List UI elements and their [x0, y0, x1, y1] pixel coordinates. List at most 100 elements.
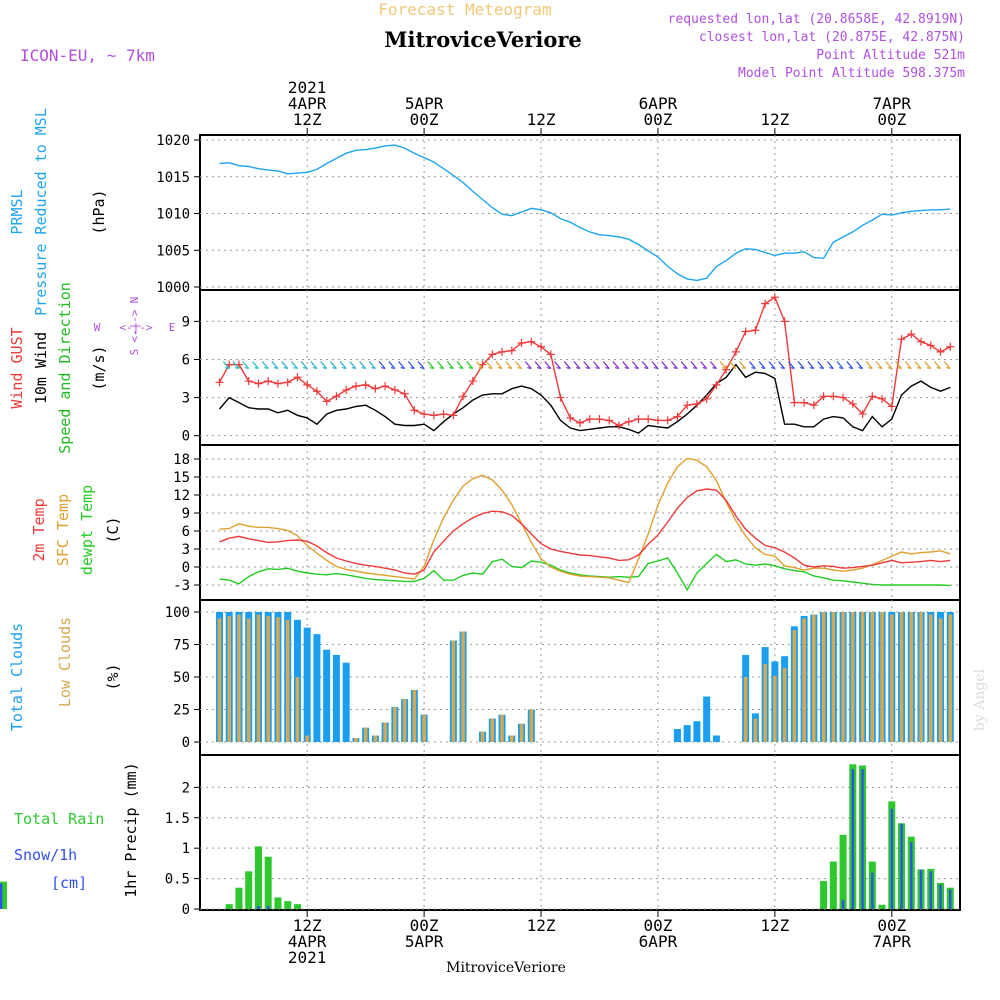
- wind-direction-arrow: [349, 361, 357, 370]
- wind-direction-arrow: [797, 361, 805, 370]
- gust-marker: [897, 335, 906, 344]
- model-label: ICON-EU, ~ 7km: [20, 46, 155, 65]
- gust-marker: [907, 330, 916, 339]
- y-tick-label: -3: [173, 578, 190, 594]
- snow-bar: [949, 889, 952, 909]
- low-cloud-bar: [821, 612, 826, 742]
- gust-marker: [312, 387, 321, 396]
- bottom-time-label: 12Z: [760, 916, 789, 935]
- wind-direction-arrow: [758, 361, 766, 370]
- top-time-label: 5APR: [405, 94, 444, 113]
- wind-direction-arrow: [612, 361, 620, 370]
- sfc-temp-line: [219, 457, 951, 584]
- gust-marker: [624, 417, 633, 426]
- snow-bar: [0, 883, 3, 909]
- low-cloud-bar: [276, 617, 280, 742]
- gust-marker: [498, 347, 507, 356]
- precip-label-snow: Snow/1h: [14, 846, 77, 864]
- wind-direction-arrow: [281, 361, 289, 370]
- low-cloud-bar: [295, 677, 300, 742]
- info-model-altitude: Model Point Altitude 598.375m: [738, 66, 965, 81]
- low-cloud-bar: [217, 618, 222, 742]
- gust-marker: [858, 410, 867, 419]
- low-cloud-bar: [743, 677, 748, 742]
- rain-bar: [245, 871, 253, 909]
- rain-bar: [274, 897, 282, 909]
- gust-marker: [751, 326, 760, 335]
- gust-marker: [468, 377, 477, 386]
- wind-direction-arrow: [700, 361, 708, 370]
- wind-direction-arrow: [378, 361, 386, 370]
- low-cloud-bar: [237, 614, 241, 742]
- gust-marker: [546, 350, 555, 359]
- gust-marker: [809, 401, 818, 410]
- gust-marker: [488, 350, 497, 359]
- gust-marker: [926, 341, 935, 350]
- rain-bar: [839, 834, 847, 909]
- y-tick-label: 1020: [156, 133, 190, 149]
- wind-direction-arrow: [709, 361, 717, 370]
- gust-marker: [702, 394, 711, 403]
- low-cloud-bar: [792, 630, 797, 742]
- chart-title: MitroviceVeriore: [384, 27, 582, 52]
- compass-n: N: [128, 297, 141, 304]
- rain-bar: [284, 901, 292, 909]
- rain-bar: [264, 856, 272, 909]
- temp-label-2m: 2m Temp: [30, 498, 48, 561]
- rain-bar: [878, 904, 886, 909]
- gust-marker: [829, 392, 838, 401]
- wind-label-gust: Wind GUST: [8, 327, 26, 408]
- y-tick-label: 3: [182, 542, 190, 558]
- low-cloud-bar: [422, 714, 426, 742]
- wind-direction-arrow: [690, 361, 698, 370]
- bottom-time-label: 00Z: [410, 916, 439, 935]
- gust-marker: [429, 411, 438, 420]
- low-cloud-bar: [256, 614, 261, 742]
- wind-unit: (m/s): [90, 345, 108, 390]
- wind-direction-arrow: [641, 361, 649, 370]
- gust-marker: [848, 399, 857, 408]
- wind-direction-arrow: [904, 361, 912, 370]
- info-requested: requested lon,lat (20.8658E, 42.8919N): [668, 12, 965, 27]
- gust-marker: [790, 398, 799, 407]
- wind-direction-arrow: [222, 361, 230, 370]
- top-time-label: 4APR: [288, 94, 327, 113]
- wind-direction-arrow: [865, 361, 873, 370]
- pressure-label-prmsl: PRMSL: [8, 189, 26, 234]
- gust-marker: [420, 410, 429, 419]
- low-cloud-bar: [500, 714, 504, 742]
- low-cloud-bar: [480, 731, 485, 742]
- wind-direction-arrow: [505, 361, 513, 370]
- wind-direction-arrow: [446, 361, 454, 370]
- wind-direction-arrow: [476, 361, 484, 370]
- wind-direction-arrow: [544, 361, 552, 370]
- wind-direction-arrow: [339, 361, 347, 370]
- gust-marker: [517, 338, 526, 347]
- top-time-label: 00Z: [410, 110, 439, 129]
- y-tick-label: 0: [182, 735, 190, 751]
- gust-marker: [731, 347, 740, 356]
- snow-bar: [841, 899, 845, 909]
- gust-marker: [576, 418, 584, 427]
- low-cloud-bar: [354, 738, 358, 742]
- top-time-label: 2021: [288, 78, 327, 97]
- gust-marker: [692, 399, 701, 408]
- y-tick-label: 1010: [156, 207, 190, 223]
- gust-marker: [800, 398, 809, 407]
- wind-direction-arrow: [670, 361, 678, 370]
- bottom-time-label: 7APR: [873, 932, 912, 951]
- y-tick-label: 9: [182, 506, 190, 522]
- y-tick-label: 6: [182, 352, 190, 368]
- snow-bar: [890, 808, 893, 909]
- wind-direction-arrow: [583, 361, 591, 370]
- total-cloud-bar: [332, 654, 340, 742]
- temp-label-sfc: SFC Temp: [54, 494, 72, 566]
- wind-direction-arrow: [388, 361, 396, 370]
- gust-marker: [722, 365, 731, 374]
- gust-marker: [556, 393, 565, 402]
- bottom-time-label: 12Z: [527, 916, 556, 935]
- low-cloud-bar: [909, 612, 914, 742]
- y-tick-label: 100: [165, 605, 190, 621]
- top-time-label: 7APR: [873, 94, 912, 113]
- gust-marker: [780, 317, 789, 326]
